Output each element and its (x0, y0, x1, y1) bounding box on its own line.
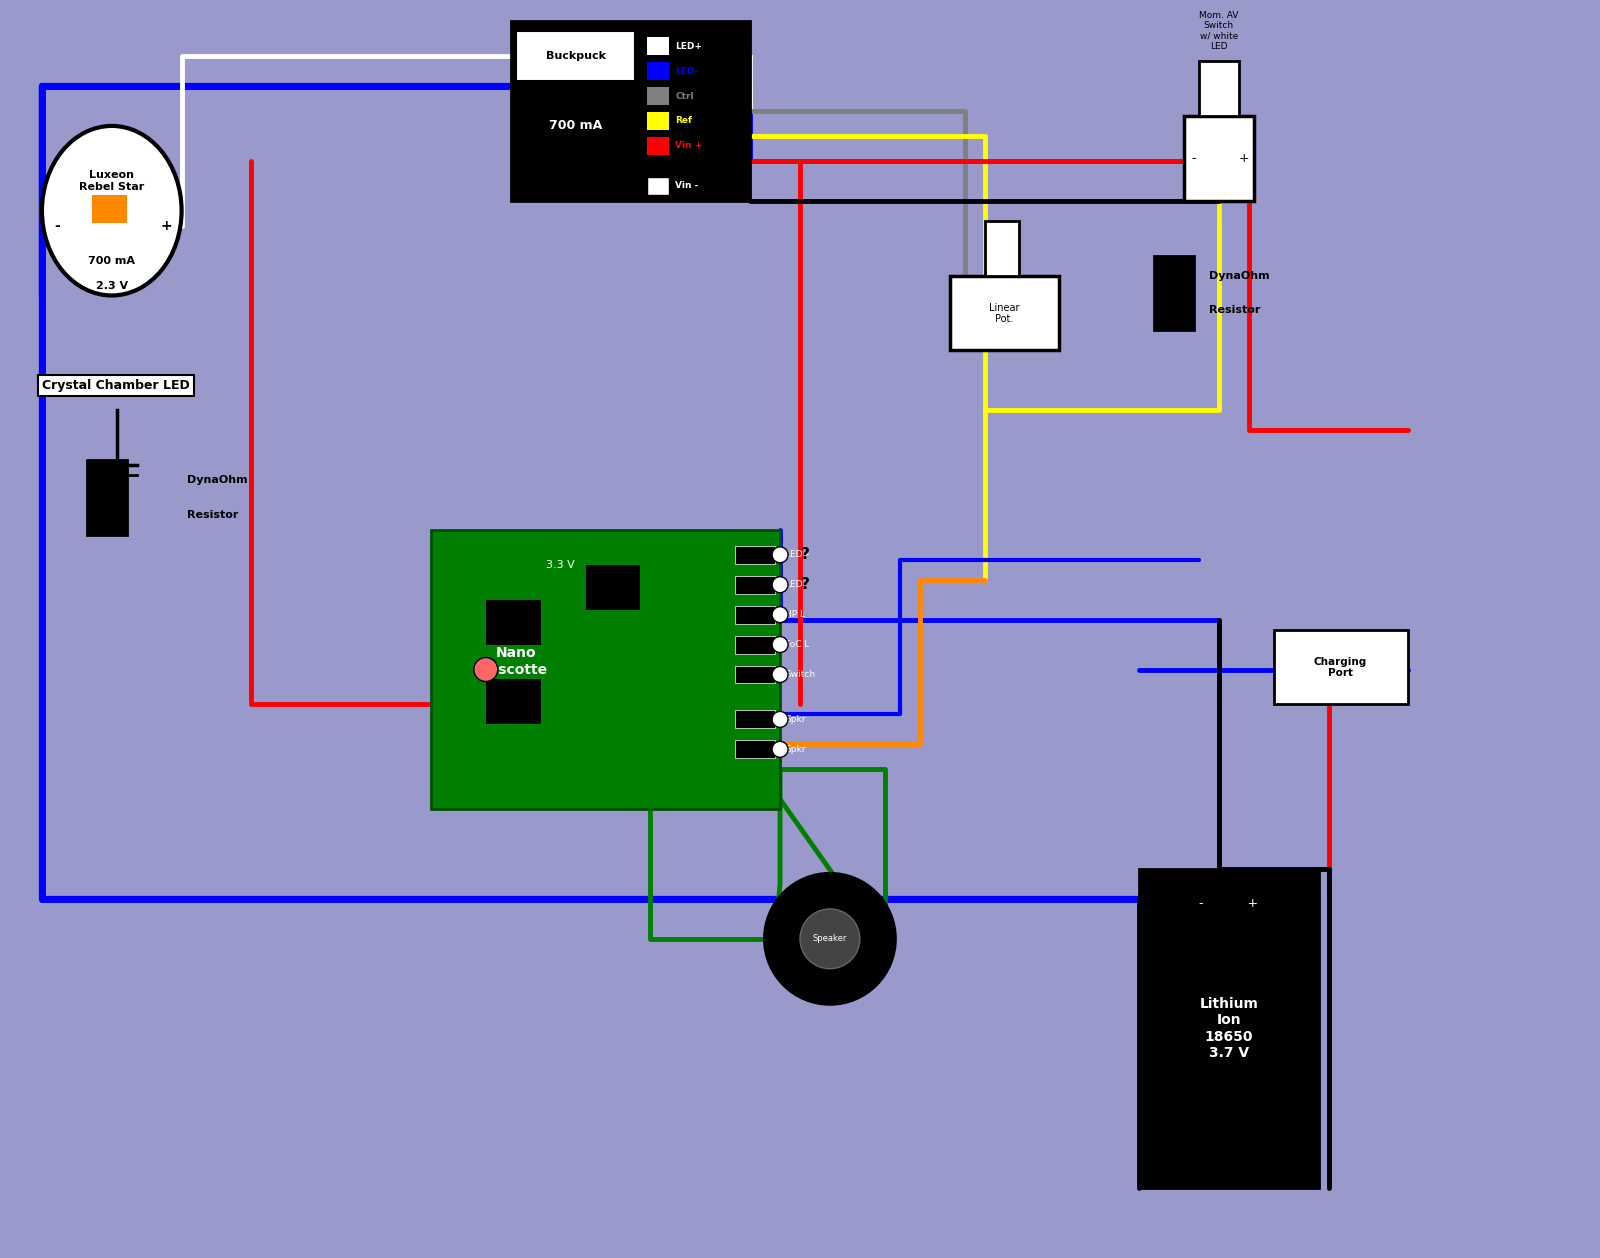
FancyBboxPatch shape (648, 87, 669, 104)
Text: Vin -: Vin - (675, 181, 699, 190)
Text: 3.3 V: 3.3 V (546, 560, 574, 570)
Text: Speaker: Speaker (813, 935, 846, 944)
Circle shape (765, 874, 894, 1004)
Text: LED-: LED- (786, 580, 806, 589)
FancyBboxPatch shape (734, 635, 774, 654)
Text: 2.3 V: 2.3 V (96, 281, 128, 291)
Circle shape (773, 576, 789, 593)
Text: Buckpuck: Buckpuck (546, 52, 605, 62)
Text: HP L: HP L (786, 610, 805, 619)
FancyBboxPatch shape (86, 460, 126, 535)
Text: +: + (162, 219, 173, 233)
Text: Linear
Pot.: Linear Pot. (989, 303, 1019, 325)
Text: 700 mA: 700 mA (549, 120, 602, 132)
FancyBboxPatch shape (734, 546, 774, 564)
Text: DS: DS (478, 664, 494, 674)
FancyBboxPatch shape (734, 665, 774, 683)
Circle shape (773, 741, 789, 757)
Text: Luxeon
Rebel Star: Luxeon Rebel Star (78, 170, 144, 191)
FancyBboxPatch shape (1184, 116, 1254, 201)
Text: LED+: LED+ (675, 42, 702, 50)
FancyBboxPatch shape (648, 112, 669, 130)
Text: Spkr: Spkr (786, 745, 805, 754)
Circle shape (800, 908, 859, 969)
FancyBboxPatch shape (1274, 629, 1408, 704)
Circle shape (773, 637, 789, 653)
Text: 700 mA: 700 mA (88, 255, 136, 265)
Text: Resistor: Resistor (187, 509, 238, 520)
FancyBboxPatch shape (1198, 62, 1238, 116)
Circle shape (474, 658, 498, 682)
Text: ?: ? (800, 547, 810, 562)
Circle shape (773, 667, 789, 683)
Text: Ctrl: Ctrl (675, 92, 694, 101)
FancyBboxPatch shape (486, 600, 541, 644)
FancyBboxPatch shape (515, 31, 635, 81)
Text: DynaOhm: DynaOhm (1210, 270, 1269, 281)
Text: ?: ? (800, 577, 810, 593)
FancyBboxPatch shape (1139, 869, 1318, 1188)
FancyBboxPatch shape (984, 220, 1019, 276)
Ellipse shape (42, 126, 181, 296)
Circle shape (773, 712, 789, 727)
Text: LED-: LED- (675, 67, 699, 75)
FancyBboxPatch shape (91, 195, 126, 223)
FancyBboxPatch shape (1154, 255, 1194, 331)
Text: Vin +: Vin + (675, 141, 702, 151)
FancyBboxPatch shape (734, 711, 774, 728)
Text: Mom. AV
Switch
w/ white
LED: Mom. AV Switch w/ white LED (1200, 11, 1238, 52)
FancyBboxPatch shape (734, 576, 774, 594)
FancyBboxPatch shape (486, 679, 541, 725)
Text: -           +: - + (1200, 897, 1259, 911)
Text: Lithium
Ion
18650
3.7 V: Lithium Ion 18650 3.7 V (1200, 998, 1258, 1060)
FancyBboxPatch shape (734, 605, 774, 624)
Text: Spkr: Spkr (786, 715, 805, 723)
FancyBboxPatch shape (734, 741, 774, 759)
Text: Nano
Biscotte
v3: Nano Biscotte v3 (483, 647, 547, 693)
Circle shape (773, 547, 789, 562)
FancyBboxPatch shape (430, 530, 781, 809)
Text: -: - (54, 219, 59, 233)
Circle shape (773, 606, 789, 623)
Text: Crystal Chamber LED: Crystal Chamber LED (42, 379, 190, 391)
Text: Charging
Port: Charging Port (1314, 657, 1368, 678)
Text: FoC L: FoC L (786, 640, 810, 649)
Text: Switch: Switch (786, 671, 814, 679)
FancyBboxPatch shape (648, 177, 669, 195)
FancyBboxPatch shape (950, 276, 1059, 350)
Text: DynaOhm: DynaOhm (187, 476, 248, 486)
Text: +: + (1238, 152, 1250, 165)
Text: Ref: Ref (675, 117, 693, 126)
Text: Resistor: Resistor (1210, 306, 1261, 316)
FancyBboxPatch shape (648, 38, 669, 55)
Text: LED+: LED+ (786, 550, 810, 560)
Text: -: - (1192, 152, 1197, 165)
FancyBboxPatch shape (510, 21, 750, 201)
FancyBboxPatch shape (648, 62, 669, 81)
FancyBboxPatch shape (648, 137, 669, 155)
FancyBboxPatch shape (586, 565, 640, 610)
